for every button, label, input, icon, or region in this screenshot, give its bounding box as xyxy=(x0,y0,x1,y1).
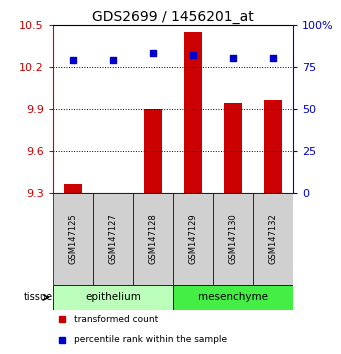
Text: GSM147132: GSM147132 xyxy=(269,213,278,264)
Text: GSM147127: GSM147127 xyxy=(108,213,117,264)
Point xyxy=(190,52,196,58)
Bar xyxy=(64,184,82,193)
Text: epithelium: epithelium xyxy=(85,292,141,302)
Point xyxy=(110,57,116,63)
Bar xyxy=(173,285,293,310)
Bar xyxy=(253,193,293,285)
Bar xyxy=(53,285,173,310)
Bar xyxy=(144,109,162,193)
Bar xyxy=(53,193,93,285)
Bar xyxy=(173,193,213,285)
Text: percentile rank within the sample: percentile rank within the sample xyxy=(74,335,227,344)
Point xyxy=(70,57,76,63)
Bar xyxy=(93,193,133,285)
Point xyxy=(231,56,236,61)
Text: GSM147129: GSM147129 xyxy=(189,213,197,264)
Point xyxy=(150,51,156,56)
Bar xyxy=(264,100,282,193)
Bar xyxy=(224,103,242,193)
Bar xyxy=(184,32,202,193)
Text: mesenchyme: mesenchyme xyxy=(198,292,268,302)
Bar xyxy=(133,193,173,285)
Text: GSM147125: GSM147125 xyxy=(69,213,77,264)
Text: GSM147130: GSM147130 xyxy=(229,213,238,264)
Text: transformed count: transformed count xyxy=(74,315,159,324)
Text: tissue: tissue xyxy=(24,292,53,302)
Title: GDS2699 / 1456201_at: GDS2699 / 1456201_at xyxy=(92,10,254,24)
Text: GSM147128: GSM147128 xyxy=(149,213,158,264)
Point xyxy=(270,56,276,61)
Bar xyxy=(213,193,253,285)
